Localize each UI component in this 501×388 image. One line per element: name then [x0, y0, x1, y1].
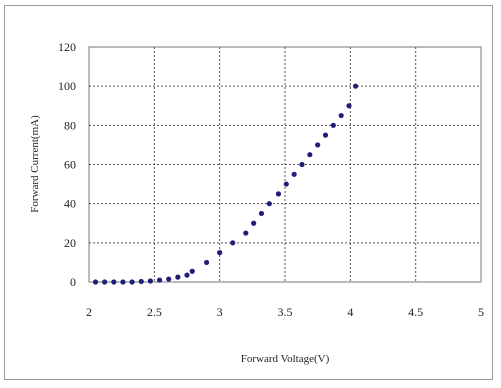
data-point [283, 181, 289, 187]
y-axis-title: Forward Current(mA) [29, 115, 41, 213]
x-tick-label: 4.5 [408, 305, 423, 319]
data-point [230, 240, 236, 246]
data-point [138, 278, 144, 285]
data-point [111, 279, 117, 285]
data-point [120, 279, 126, 285]
data-point [102, 279, 108, 285]
y-tick-labels: 0 20 40 60 80 100 120 [58, 40, 76, 289]
x-tick-label: 4 [347, 305, 353, 319]
data-point [330, 122, 336, 128]
x-tick-label: 2.5 [147, 305, 162, 319]
data-point [175, 274, 181, 280]
data-point [147, 278, 154, 284]
x-tick-label: 2 [86, 305, 92, 319]
data-point [129, 279, 135, 285]
x-tick-label: 3 [217, 305, 223, 319]
data-point [322, 132, 329, 138]
y-tick-label: 60 [64, 158, 76, 172]
y-tick-label: 120 [58, 40, 76, 54]
data-points [92, 83, 359, 285]
data-point [166, 276, 172, 282]
y-tick-label: 80 [64, 118, 76, 132]
y-tick-label: 100 [58, 79, 76, 93]
data-point [275, 191, 282, 197]
x-axis-title: Forward Voltage(V) [241, 353, 330, 365]
data-point [338, 112, 344, 119]
data-point [266, 201, 272, 207]
grid-lines [89, 47, 481, 282]
y-tick-label: 20 [64, 236, 76, 250]
data-point [204, 259, 210, 266]
data-point [92, 279, 99, 285]
data-point [251, 220, 257, 226]
data-point [156, 277, 163, 283]
data-point [258, 210, 265, 217]
data-point [352, 83, 359, 89]
data-point [299, 161, 305, 168]
x-tick-label: 3.5 [278, 305, 293, 319]
x-tick-labels: 2 2.5 3 3.5 4 4.5 5 [86, 305, 484, 319]
x-tick-label: 5 [478, 305, 484, 319]
data-point [315, 142, 321, 148]
data-point [291, 171, 297, 177]
data-point [307, 152, 313, 158]
y-tick-label: 40 [64, 197, 76, 211]
data-point [346, 103, 352, 109]
data-point [217, 250, 223, 256]
data-point [184, 272, 190, 278]
data-point [189, 268, 195, 274]
data-point [243, 230, 249, 236]
y-tick-label: 0 [70, 275, 76, 289]
